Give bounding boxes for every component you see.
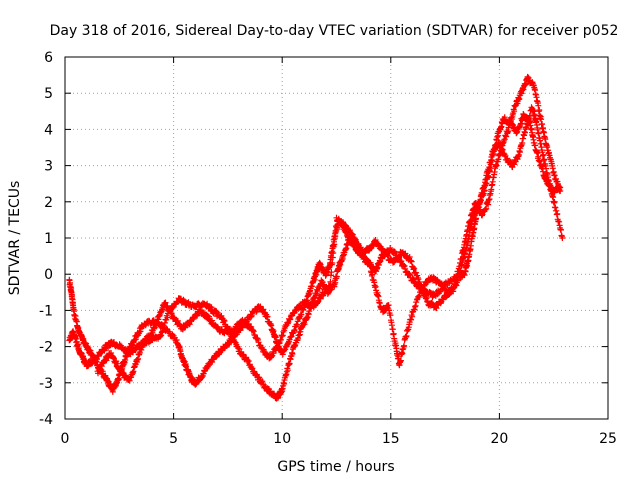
series-track-b <box>66 104 566 402</box>
y-tick-label: -4 <box>39 412 53 428</box>
axis-ticks <box>64 56 609 420</box>
x-tick-label: 20 <box>490 431 508 447</box>
y-tick-label: 2 <box>44 195 53 211</box>
y-tick-label: -3 <box>39 376 53 392</box>
x-tick-label: 15 <box>382 431 400 447</box>
x-tick-label: 0 <box>61 431 70 447</box>
y-tick-label: 3 <box>44 159 53 175</box>
y-tick-label: 0 <box>44 267 53 283</box>
x-tick-label: 25 <box>599 431 617 447</box>
y-tick-label: 6 <box>44 50 53 66</box>
y-tick-label: 1 <box>44 231 53 247</box>
x-tick-label: 5 <box>169 431 178 447</box>
series-track-c <box>94 73 564 384</box>
y-axis-title: SDTVAR / TECUs <box>7 181 23 296</box>
data-points <box>66 73 566 402</box>
x-axis-title: GPS time / hours <box>277 459 394 475</box>
point-markers <box>94 73 564 384</box>
plot-area-frame <box>64 56 609 420</box>
y-tick-label: 4 <box>44 122 53 138</box>
x-tick-label: 10 <box>273 431 291 447</box>
grid-lines <box>65 57 608 419</box>
y-tick-label: -2 <box>39 340 53 356</box>
y-tick-label: 5 <box>44 86 53 102</box>
tick-labels: 0 5 10 15 20 25 -4 -3 -2 -1 0 1 2 3 4 5 6 <box>39 50 617 447</box>
point-markers <box>66 104 566 402</box>
y-tick-label: -1 <box>39 303 53 319</box>
chart-title: Day 318 of 2016, Sidereal Day-to-day VTE… <box>50 23 619 39</box>
